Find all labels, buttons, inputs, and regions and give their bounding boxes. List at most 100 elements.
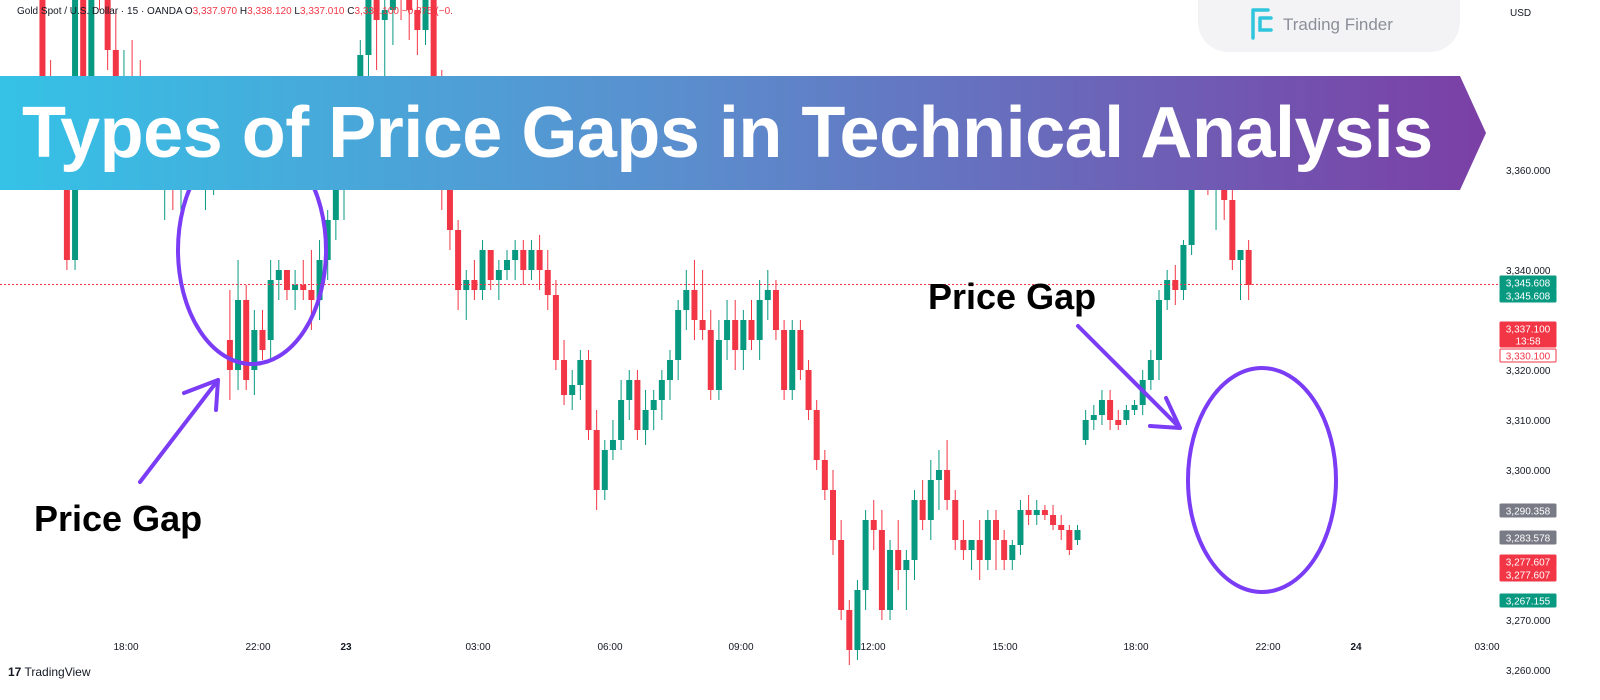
candle bbox=[316, 240, 323, 320]
symbol-legend[interactable]: Gold Spot / U.S. Dollar · 15 · OANDA O3,… bbox=[17, 6, 453, 17]
candle bbox=[1066, 525, 1073, 555]
candle bbox=[226, 290, 233, 400]
tradingview-brand: TradingView bbox=[24, 665, 91, 679]
candle bbox=[332, 180, 339, 240]
candle-body bbox=[1147, 360, 1154, 380]
tradingview-logo[interactable]: 17 TradingView bbox=[8, 665, 91, 679]
candle-body bbox=[626, 380, 633, 400]
price-badge-label: 3,277.607 bbox=[1506, 558, 1551, 569]
candle-body bbox=[1115, 420, 1122, 425]
candle bbox=[1058, 515, 1065, 540]
candle-body bbox=[455, 230, 462, 290]
candle-body bbox=[1180, 245, 1187, 290]
candle bbox=[911, 490, 918, 580]
price-badge-label: 3,345.608 bbox=[1506, 292, 1551, 303]
x-tick-label: 22:00 bbox=[1255, 642, 1280, 653]
candle-body bbox=[585, 360, 592, 430]
candle bbox=[406, 0, 413, 40]
candle bbox=[1107, 390, 1114, 430]
price-badge-box bbox=[1499, 567, 1557, 582]
candle-body bbox=[520, 250, 527, 270]
candle-body bbox=[316, 260, 323, 300]
candle bbox=[895, 520, 902, 590]
price-badge-box bbox=[1499, 593, 1557, 608]
price-badge-box bbox=[1499, 348, 1557, 363]
y-tick-label: 3,360.000 bbox=[1506, 166, 1551, 177]
candle-body bbox=[740, 320, 747, 350]
candle bbox=[292, 270, 299, 310]
candle-body bbox=[446, 180, 453, 230]
candle-body bbox=[952, 500, 959, 540]
time-axis[interactable]: 18:00 22:00 23 03:00 06:00 09:00 12:00 15:00 18:… bbox=[113, 642, 1499, 653]
candle-body bbox=[1090, 415, 1097, 420]
candle bbox=[756, 280, 763, 360]
symbol-name[interactable]: Gold Spot / U.S. Dollar · 15 · OANDA bbox=[17, 6, 183, 17]
candle-body bbox=[39, 0, 46, 80]
candle bbox=[1074, 525, 1081, 545]
candle-body bbox=[691, 290, 698, 320]
candle-body bbox=[1041, 510, 1048, 515]
candle bbox=[927, 460, 934, 540]
x-tick-label: 18:00 bbox=[113, 642, 138, 653]
x-tick-label: 18:00 bbox=[1123, 642, 1148, 653]
candle bbox=[1123, 405, 1130, 425]
candle bbox=[952, 490, 959, 550]
right-arrow bbox=[1076, 324, 1182, 430]
candle-body bbox=[960, 540, 967, 550]
candle bbox=[1115, 410, 1122, 430]
candle-body bbox=[1082, 420, 1089, 440]
candle-body bbox=[609, 440, 616, 450]
candle bbox=[414, 0, 421, 55]
candle-body bbox=[1164, 280, 1171, 300]
candle-body bbox=[1074, 530, 1081, 540]
candle-body bbox=[528, 250, 535, 270]
candle bbox=[618, 380, 625, 450]
candle-body bbox=[495, 270, 502, 280]
candle-body bbox=[1131, 405, 1138, 410]
candle bbox=[797, 320, 804, 380]
candle-body bbox=[724, 320, 731, 340]
x-tick-label: 12:00 bbox=[860, 642, 885, 653]
candle bbox=[1082, 410, 1089, 445]
candle bbox=[634, 370, 641, 440]
candle bbox=[1041, 505, 1048, 520]
candle bbox=[748, 300, 755, 350]
candle bbox=[235, 260, 242, 390]
price-badge-box bbox=[1499, 503, 1557, 518]
candle-body bbox=[911, 500, 918, 560]
candle-body bbox=[332, 190, 339, 220]
candle bbox=[667, 350, 673, 400]
candle bbox=[691, 260, 698, 340]
candle-body bbox=[292, 285, 299, 290]
candle bbox=[536, 235, 543, 290]
candle bbox=[1147, 350, 1154, 390]
price-badge: 3,337.100 bbox=[1499, 321, 1557, 336]
candle-body bbox=[487, 250, 494, 280]
candle-body bbox=[658, 380, 665, 400]
candle bbox=[732, 300, 739, 370]
candle bbox=[707, 310, 714, 400]
candle-body bbox=[887, 550, 894, 610]
price-badge-box bbox=[1499, 530, 1557, 545]
candle bbox=[1098, 390, 1105, 425]
candle bbox=[609, 420, 616, 460]
candle-body bbox=[634, 380, 641, 430]
candle bbox=[1090, 405, 1097, 430]
candle-body bbox=[1123, 410, 1130, 420]
candle-body bbox=[854, 590, 861, 650]
candle-body bbox=[683, 290, 690, 310]
currency-label[interactable]: USD bbox=[1510, 8, 1532, 19]
candle-body bbox=[536, 250, 543, 270]
candle bbox=[740, 310, 747, 370]
candle bbox=[373, 0, 380, 70]
candle-body bbox=[707, 330, 714, 390]
candle-body bbox=[935, 470, 942, 480]
candle-body bbox=[275, 270, 282, 280]
candle-body bbox=[993, 520, 999, 540]
candle-body bbox=[569, 385, 576, 395]
x-tick-label: 03:00 bbox=[1474, 642, 1499, 653]
candle bbox=[789, 320, 796, 400]
y-tick-label: 3,320.000 bbox=[1506, 366, 1551, 377]
candle-body bbox=[781, 330, 788, 390]
